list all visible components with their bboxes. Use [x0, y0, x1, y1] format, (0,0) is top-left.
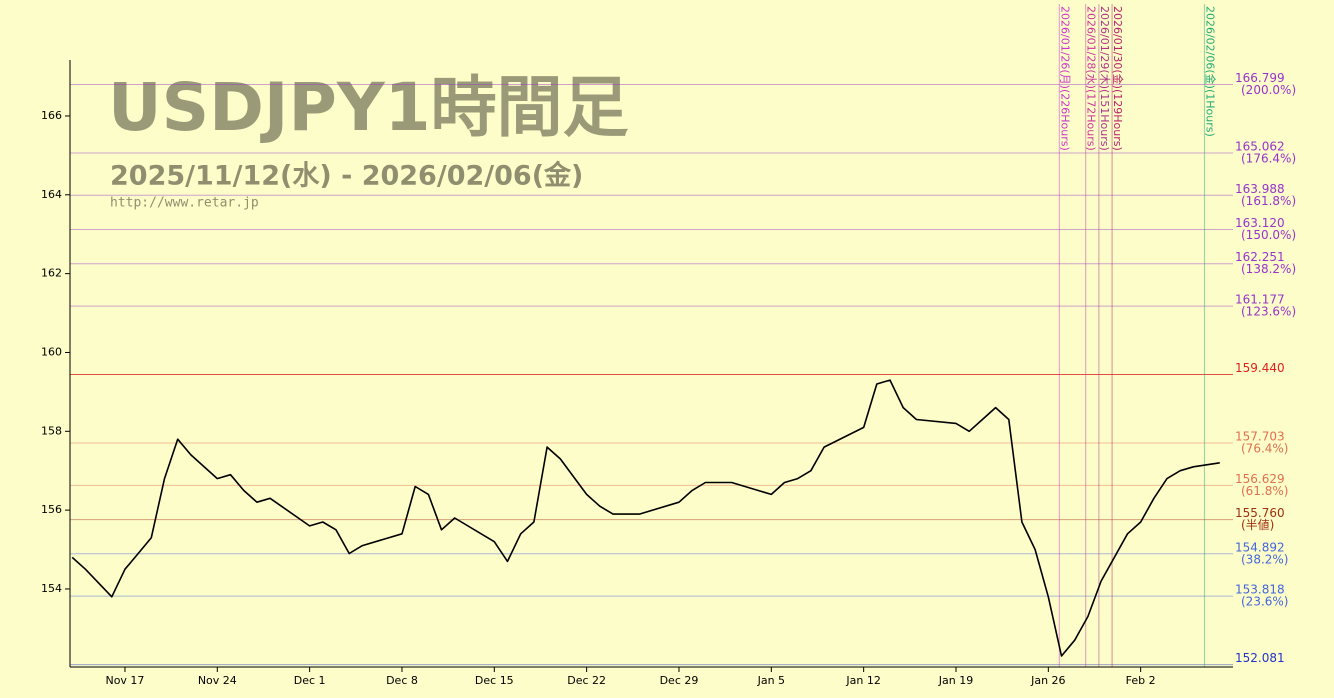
- level-label: 166.799: [1235, 71, 1285, 85]
- x-tick-label: Nov 24: [198, 674, 237, 687]
- level-note: (161.8%): [1241, 194, 1296, 208]
- level-note: (176.4%): [1241, 151, 1296, 165]
- y-tick-label: 156: [41, 503, 62, 516]
- y-tick-label: 166: [41, 109, 62, 122]
- level-note: (150.0%): [1241, 228, 1296, 242]
- time-marker-label: 2026/01/28(水)(172Hours): [1085, 6, 1098, 151]
- level-label: 161.177: [1235, 293, 1285, 307]
- time-marker-label: 2026/01/30(金)(129Hours): [1111, 6, 1125, 151]
- level-label: 153.818: [1235, 583, 1285, 597]
- x-tick-label: Jan 5: [757, 674, 785, 687]
- level-label: 154.892: [1235, 540, 1285, 554]
- level-note: (半値): [1241, 517, 1274, 532]
- x-tick-label: Nov 17: [105, 674, 144, 687]
- y-tick-label: 160: [41, 345, 62, 358]
- x-tick-label: Jan 12: [845, 674, 880, 687]
- level-label: 155.760: [1235, 506, 1285, 520]
- level-label: 165.062: [1235, 139, 1285, 153]
- level-note: (138.2%): [1241, 262, 1296, 276]
- y-tick-label: 154: [41, 582, 62, 595]
- level-note: (23.6%): [1241, 595, 1288, 609]
- level-note: (61.8%): [1241, 484, 1288, 498]
- y-tick-label: 162: [41, 267, 62, 280]
- x-tick-label: Jan 19: [938, 674, 973, 687]
- time-marker-label: 2026/01/26(月)(226Hours): [1058, 6, 1071, 151]
- level-note: (38.2%): [1241, 552, 1288, 566]
- chart-subtitle: 2025/11/12(水) - 2026/02/06(金): [110, 160, 583, 192]
- level-label: 159.440: [1235, 361, 1285, 375]
- level-note: (123.6%): [1241, 305, 1296, 319]
- level-label: 152.081: [1235, 651, 1285, 665]
- level-label: 163.120: [1235, 216, 1285, 230]
- level-label: 156.629: [1235, 472, 1285, 486]
- level-label: 157.703: [1235, 430, 1285, 444]
- price-line: [71, 379, 1220, 657]
- x-tick-label: Feb 2: [1126, 674, 1156, 687]
- level-note: (200.0%): [1241, 83, 1296, 97]
- level-label: 163.988: [1235, 182, 1285, 196]
- x-tick-label: Dec 1: [294, 674, 326, 687]
- x-tick-label: Dec 8: [386, 674, 418, 687]
- y-tick-label: 164: [41, 188, 62, 201]
- time-marker-label: 2026/01/29(木)(151Hours): [1098, 6, 1111, 151]
- x-tick-label: Dec 15: [475, 674, 514, 687]
- time-marker-label: 2026/02/06(金)(1Hours): [1203, 6, 1217, 137]
- level-note: (76.4%): [1241, 442, 1288, 456]
- x-tick-label: Dec 29: [660, 674, 699, 687]
- y-tick-label: 158: [41, 424, 62, 437]
- source: http://www.retar.jp: [110, 196, 259, 211]
- x-tick-label: Jan 26: [1030, 674, 1065, 687]
- level-label: 162.251: [1235, 250, 1285, 264]
- x-tick-label: Dec 22: [567, 674, 606, 687]
- chart-title: USDJPY1時間足: [108, 69, 629, 146]
